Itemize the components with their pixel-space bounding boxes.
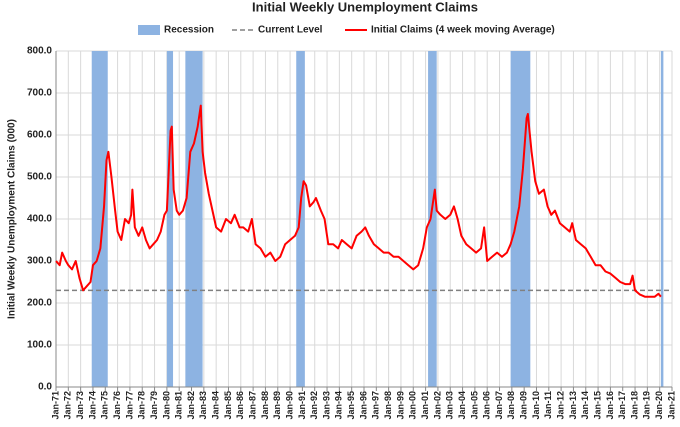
x-tick-label: Jan-06 — [482, 391, 492, 420]
x-tick-label: Jan-21 — [666, 391, 676, 420]
x-tick-label: Jan-87 — [247, 391, 257, 420]
x-tick-label: Jan-11 — [543, 391, 553, 419]
x-tick-label: Jan-83 — [198, 391, 208, 420]
recession-band — [660, 51, 664, 387]
x-tick-label: Jan-98 — [383, 391, 393, 420]
x-tick-label: Jan-16 — [605, 391, 615, 420]
x-tick-label: Jan-86 — [235, 391, 245, 420]
y-tick-label: 500.0 — [27, 172, 52, 183]
x-tick-label: Jan-03 — [445, 391, 455, 420]
legend-label: Initial Claims (4 week moving Average) — [371, 25, 555, 36]
x-tick-label: Jan-90 — [284, 391, 294, 420]
x-tick-label: Jan-96 — [358, 391, 368, 420]
x-tick-label: Jan-78 — [137, 391, 147, 420]
x-tick-label: Jan-73 — [75, 391, 85, 420]
x-tick-label: Jan-94 — [334, 391, 344, 420]
recession-band — [185, 51, 203, 387]
x-tick-label: Jan-80 — [161, 391, 171, 420]
recession-band — [91, 51, 108, 387]
y-axis-label: Initial Weekly Unemployment Claims (000) — [7, 119, 18, 319]
x-tick-label: Jan-81 — [174, 391, 184, 420]
x-tick-label: Jan-13 — [568, 391, 578, 420]
recession-band — [510, 51, 531, 387]
y-tick-label: 100.0 — [27, 340, 52, 351]
x-tick-label: Jan-77 — [124, 391, 134, 420]
legend-label: Current Level — [258, 25, 323, 36]
x-tick-label: Jan-93 — [321, 391, 331, 420]
x-tick-label: Jan-05 — [469, 391, 479, 420]
x-tick-label: Jan-92 — [309, 391, 319, 420]
x-tick-label: Jan-82 — [186, 391, 196, 420]
x-tick-label: Jan-88 — [260, 391, 270, 420]
y-tick-label: 700.0 — [27, 88, 52, 99]
x-tick-label: Jan-20 — [654, 391, 664, 420]
x-tick-label: Jan-04 — [457, 391, 467, 420]
x-tick-label: Jan-19 — [642, 391, 652, 420]
recession-band — [296, 51, 305, 387]
y-tick-label: 0.0 — [38, 382, 52, 393]
x-tick-label: Jan-85 — [223, 391, 233, 420]
recession-band — [166, 51, 174, 387]
x-tick-label: Jan-18 — [629, 391, 639, 420]
y-tick-label: 400.0 — [27, 214, 52, 225]
x-tick-label: Jan-75 — [100, 391, 110, 420]
x-tick-label: Jan-71 — [50, 391, 60, 420]
legend-label: Recession — [164, 25, 214, 36]
x-tick-label: Jan-02 — [432, 391, 442, 420]
data-line — [55, 104, 662, 298]
x-tick-label: Jan-91 — [297, 391, 307, 420]
x-tick-label: Jan-72 — [63, 391, 73, 420]
x-tick-label: Jan-79 — [149, 391, 159, 420]
legend-swatch — [138, 25, 160, 35]
x-tick-label: Jan-84 — [211, 391, 221, 420]
x-tick-label: Jan-14 — [580, 391, 590, 420]
y-tick-label: 800.0 — [27, 46, 52, 57]
x-tick-label: Jan-07 — [494, 391, 504, 420]
x-tick-label: Jan-10 — [531, 391, 541, 420]
x-tick-label: Jan-89 — [272, 391, 282, 420]
chart-title: Initial Weekly Unemployment Claims — [252, 0, 478, 14]
x-tick-label: Jan-00 — [408, 391, 418, 420]
x-tick-label: Jan-12 — [555, 391, 565, 420]
y-tick-label: 300.0 — [27, 256, 52, 267]
x-tick-label: Jan-15 — [592, 391, 602, 420]
x-tick-label: Jan-08 — [506, 391, 516, 420]
x-tick-label: Jan-99 — [395, 391, 405, 420]
y-tick-label: 600.0 — [27, 130, 52, 141]
x-tick-label: Jan-95 — [346, 391, 356, 420]
x-tick-label: Jan-01 — [420, 391, 430, 420]
x-tick-label: Jan-17 — [617, 391, 627, 420]
x-tick-label: Jan-76 — [112, 391, 122, 420]
x-tick-label: Jan-74 — [87, 391, 97, 420]
y-tick-label: 200.0 — [27, 298, 52, 309]
x-tick-label: Jan-09 — [519, 391, 529, 420]
x-tick-label: Jan-97 — [371, 391, 381, 420]
recession-band — [428, 51, 437, 387]
